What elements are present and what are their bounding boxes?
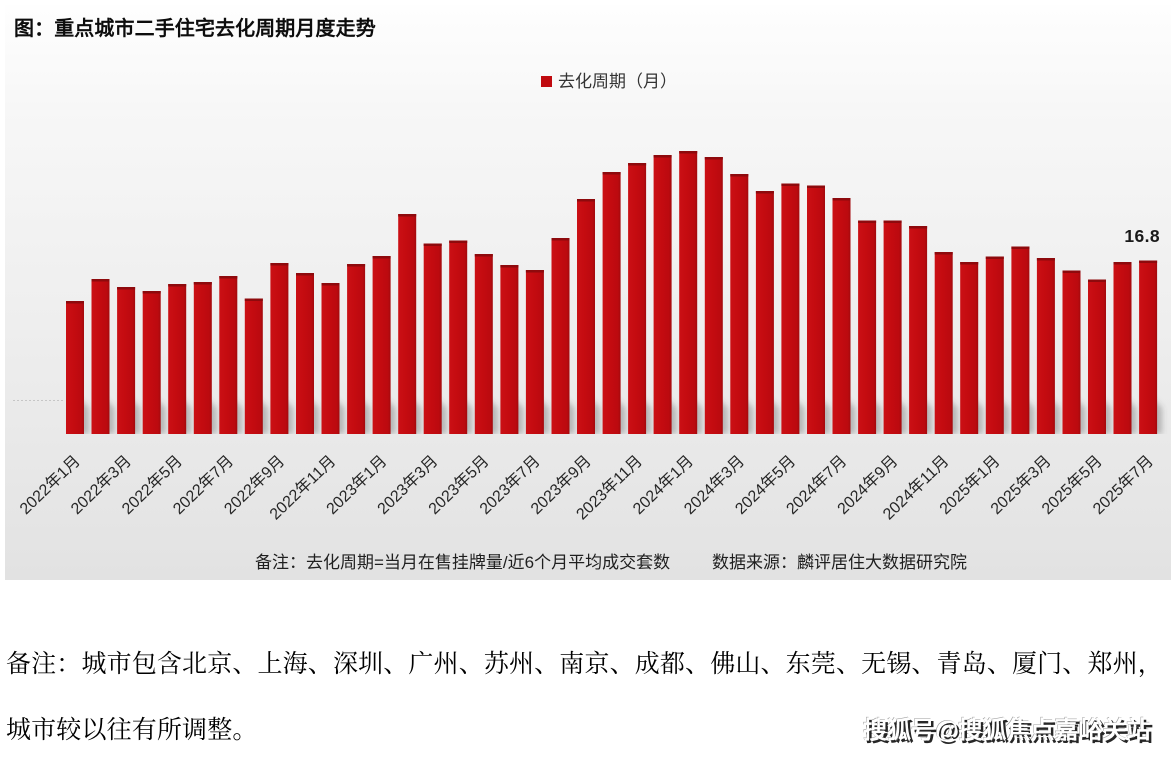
svg-text:16.8: 16.8	[1124, 226, 1160, 246]
